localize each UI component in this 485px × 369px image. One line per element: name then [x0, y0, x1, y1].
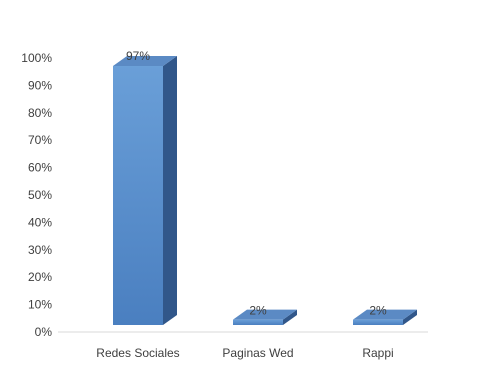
bar: [113, 56, 177, 325]
y-tick-label: 40%: [28, 215, 52, 229]
y-tick-label: 20%: [28, 270, 52, 284]
x-category-label: Paginas Wed: [222, 346, 293, 360]
data-label: 2%: [249, 304, 267, 318]
bar-top: [353, 309, 417, 320]
data-labels-group: 97% 2% 2%: [126, 49, 387, 318]
bar-side: [403, 309, 417, 325]
x-axis-labels: Redes Sociales Paginas Wed Rappi: [96, 346, 393, 360]
bars-group: [113, 56, 417, 325]
y-tick-label: 10%: [28, 298, 52, 312]
bar: [353, 309, 417, 325]
y-tick-label: 0%: [35, 325, 53, 339]
bar-front: [113, 66, 163, 325]
bar-top: [233, 309, 297, 320]
data-label: 97%: [126, 49, 150, 63]
bar-side: [283, 309, 297, 325]
bar-side: [163, 56, 177, 325]
x-category-label: Redes Sociales: [96, 346, 179, 360]
y-axis-ticks: 0% 10% 20% 30% 40% 50% 60% 70% 80% 90% 100%: [21, 51, 52, 339]
bar-front: [353, 319, 403, 325]
y-tick-label: 60%: [28, 161, 52, 175]
y-tick-label: 70%: [28, 133, 52, 147]
bar-front: [233, 319, 283, 325]
y-tick-label: 100%: [21, 51, 52, 65]
y-tick-label: 50%: [28, 188, 52, 202]
bar-top: [113, 56, 177, 67]
y-tick-label: 30%: [28, 243, 52, 257]
data-label: 2%: [369, 304, 387, 318]
y-tick-label: 80%: [28, 106, 52, 120]
bar: [233, 309, 297, 325]
y-tick-label: 90%: [28, 78, 52, 92]
x-category-label: Rappi: [362, 346, 393, 360]
